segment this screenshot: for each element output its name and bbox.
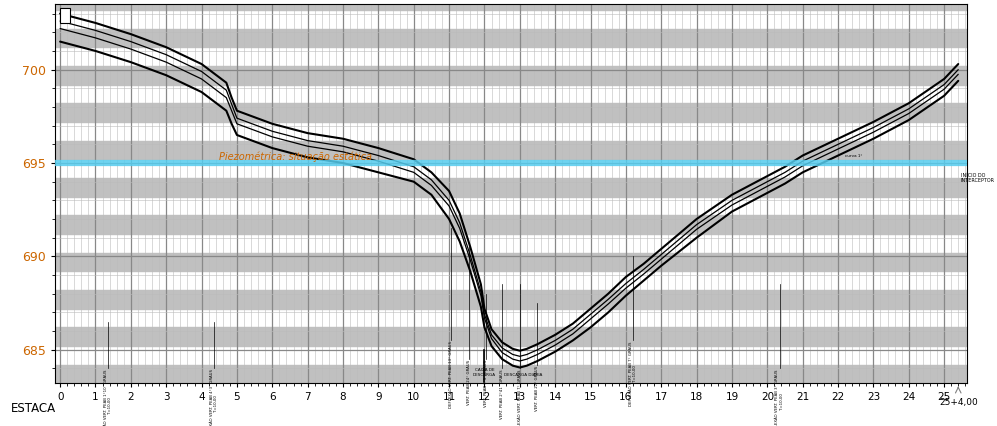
- Text: 25+4,00: 25+4,00: [939, 398, 978, 407]
- Bar: [55, 103, 967, 122]
- Text: DEFLEXÃO VERT. PEAB 7° GRAUS: DEFLEXÃO VERT. PEAB 7° GRAUS: [517, 369, 521, 426]
- Text: DEFLEXÃO VERT. PEAB 13° GRAUS: DEFLEXÃO VERT. PEAB 13° GRAUS: [449, 341, 453, 409]
- Text: DEFLEXÃO VERT. PEAB 1°10´ GRAUS
T=10,00: DEFLEXÃO VERT. PEAB 1°10´ GRAUS T=10,00: [104, 369, 113, 426]
- Bar: [55, 290, 967, 309]
- Text: CAIXA DE
DESCARGA: CAIXA DE DESCARGA: [473, 368, 496, 377]
- Text: DEFLEXÃO VERT. PEAB 3° GRAUS
T=10,00: DEFLEXÃO VERT. PEAB 3° GRAUS T=10,00: [776, 369, 784, 426]
- Bar: [55, 365, 967, 383]
- Bar: [55, 29, 967, 47]
- Bar: [55, 141, 967, 159]
- Bar: [55, 253, 967, 271]
- Text: Piezométrica: situação estática: Piezométrica: situação estática: [219, 151, 372, 161]
- Bar: [60, 8, 70, 23]
- Bar: [55, 66, 967, 85]
- Text: VERT. PEAB 1°1´ GRAUS: VERT. PEAB 1°1´ GRAUS: [485, 360, 489, 407]
- Text: INÍCIO DO
INTERCEPTOR: INÍCIO DO INTERCEPTOR: [961, 173, 995, 183]
- Text: curva 1°: curva 1°: [845, 154, 862, 158]
- Text: VERT. PEAB 24° GRAUS: VERT. PEAB 24° GRAUS: [467, 360, 471, 405]
- Bar: [55, 215, 967, 234]
- Bar: [55, 327, 967, 346]
- Bar: [55, 178, 967, 197]
- Text: DEFLEXÃO VERT. PEAB 7° GRAUS
T=10,00: DEFLEXÃO VERT. PEAB 7° GRAUS T=10,00: [629, 341, 637, 406]
- Text: ESTACA: ESTACA: [11, 402, 56, 415]
- Text: DESCARGA DIÁRIA: DESCARGA DIÁRIA: [503, 373, 542, 377]
- Text: VERT. PEAB 2°41´ GRAUS: VERT. PEAB 2°41´ GRAUS: [500, 369, 504, 419]
- Text: DEFLEXÃO VERT. PEAB 4°3´ GRAUS
T=10,00: DEFLEXÃO VERT. PEAB 4°3´ GRAUS T=10,00: [209, 369, 218, 426]
- Text: VERT. PEAB 22° GRAUS: VERT. PEAB 22° GRAUS: [535, 366, 539, 411]
- Bar: [55, 0, 967, 10]
